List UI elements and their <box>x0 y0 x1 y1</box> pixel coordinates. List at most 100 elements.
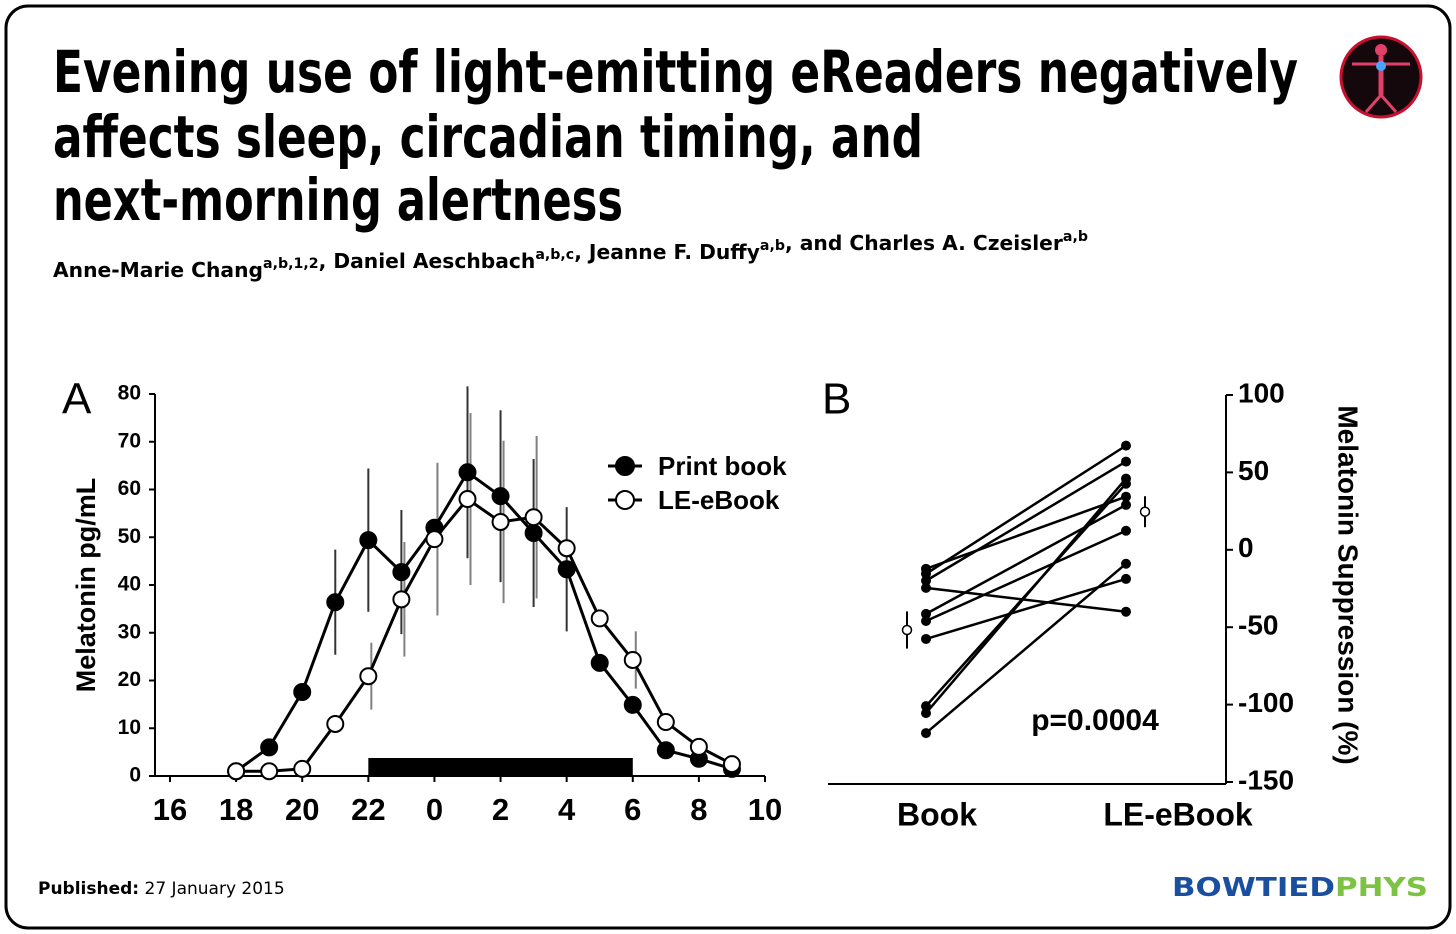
author-separator: , <box>574 240 589 264</box>
legend-label: LE-eBook <box>658 485 780 515</box>
legend-marker <box>615 490 635 510</box>
x-tick-label: 18 <box>219 792 253 827</box>
data-point <box>722 755 741 774</box>
data-point <box>293 682 312 701</box>
data-point <box>1121 456 1131 467</box>
logo <box>1339 35 1423 119</box>
data-point <box>293 759 312 778</box>
data-point <box>921 708 931 719</box>
x-tick-label: LE-eBook <box>1103 796 1253 832</box>
x-tick-label: 16 <box>153 792 187 827</box>
subject-line <box>925 503 1127 615</box>
subject-line <box>925 444 1127 575</box>
y-axis-title: Melatonin Suppression (%) <box>1333 405 1364 764</box>
data-point <box>623 650 642 669</box>
mean-point <box>1139 506 1151 517</box>
panel-label: B <box>822 375 851 424</box>
title-line: next-morning alertness <box>53 166 623 234</box>
brand-part: PHYS <box>1335 873 1428 903</box>
y-tick-label: 0 <box>129 764 141 787</box>
panel-label: A <box>62 375 92 424</box>
published-date: 27 January 2015 <box>145 879 285 899</box>
data-point <box>524 508 543 527</box>
x-tick-label: 22 <box>351 792 385 827</box>
author-name: Daniel Aeschbach <box>333 249 535 273</box>
author-affiliation: a,b <box>760 238 785 254</box>
authors: Anne-Marie Chang a,b,1,2, Daniel Aeschbac… <box>53 229 1088 282</box>
y-tick-label: 10 <box>118 716 141 739</box>
x-tick-label: 2 <box>492 792 509 827</box>
author-name: Anne-Marie Chang <box>53 258 263 282</box>
data-point <box>524 523 543 542</box>
subject-line <box>925 577 1127 641</box>
data-point <box>921 728 931 739</box>
data-point <box>921 616 931 627</box>
data-point <box>1121 491 1131 502</box>
subject-line <box>925 495 1127 571</box>
data-point <box>1121 558 1131 569</box>
annotation: p=0.0004 <box>1031 704 1159 737</box>
series-line <box>235 470 733 773</box>
published-label: Published: <box>38 879 139 899</box>
data-point <box>590 653 609 672</box>
data-point <box>359 531 378 550</box>
data-point <box>1121 573 1131 584</box>
data-point <box>326 593 345 612</box>
data-point <box>326 714 345 733</box>
data-point <box>359 667 378 686</box>
subject-line <box>925 562 1127 735</box>
data-point <box>425 530 444 549</box>
published: Published: 27 January 2015 <box>38 879 285 899</box>
card-border <box>4 4 1452 930</box>
data-point <box>590 609 609 628</box>
y-tick-label: -150 <box>1238 764 1294 795</box>
data-point <box>1121 606 1131 617</box>
y-tick-label: -50 <box>1238 610 1278 641</box>
subject-line <box>925 529 1127 623</box>
sleep-band <box>368 758 633 775</box>
series-line <box>236 497 733 773</box>
author-separator: , and <box>785 231 849 255</box>
x-tick-label: 6 <box>624 792 641 827</box>
data-point <box>260 738 279 757</box>
x-tick-label: 10 <box>748 792 782 827</box>
mean-point <box>901 624 913 636</box>
data-point <box>921 575 931 586</box>
data-point <box>227 762 246 781</box>
subject-line <box>925 586 1127 613</box>
data-point <box>656 713 675 732</box>
data-point <box>921 582 931 593</box>
y-axis-title: Melatonin pg/mL <box>71 478 101 692</box>
y-tick-label: 40 <box>118 573 141 596</box>
data-point <box>458 463 477 482</box>
data-point <box>689 737 708 756</box>
data-point <box>491 512 510 531</box>
author-name: Jeanne F. Duffy <box>587 240 760 264</box>
y-tick-label: 20 <box>118 668 141 691</box>
data-point <box>392 590 411 609</box>
y-tick-label: 60 <box>118 477 141 500</box>
subject-line <box>925 460 1127 582</box>
data-point <box>1121 473 1131 484</box>
data-point <box>557 560 576 579</box>
y-tick-label: 100 <box>1238 377 1285 408</box>
x-tick-label: 4 <box>558 792 576 827</box>
y-tick-label: 70 <box>118 429 141 452</box>
data-point <box>260 762 279 781</box>
data-point <box>921 633 931 644</box>
y-tick-label: 80 <box>118 382 141 405</box>
y-tick-label: -100 <box>1238 687 1294 718</box>
author-affiliation: a,b,c <box>535 247 574 263</box>
data-point <box>1121 525 1131 536</box>
data-point <box>1121 499 1131 510</box>
x-tick-label: 0 <box>426 792 443 827</box>
data-point <box>656 741 675 760</box>
title-line: affects sleep, circadian timing, and <box>53 103 923 171</box>
legend-label: Print book <box>658 451 787 481</box>
brand: BOWTIED PHYS <box>1172 873 1428 903</box>
y-tick-label: 0 <box>1238 532 1254 563</box>
x-tick-label: 8 <box>690 792 707 827</box>
subject-line <box>925 477 1127 714</box>
